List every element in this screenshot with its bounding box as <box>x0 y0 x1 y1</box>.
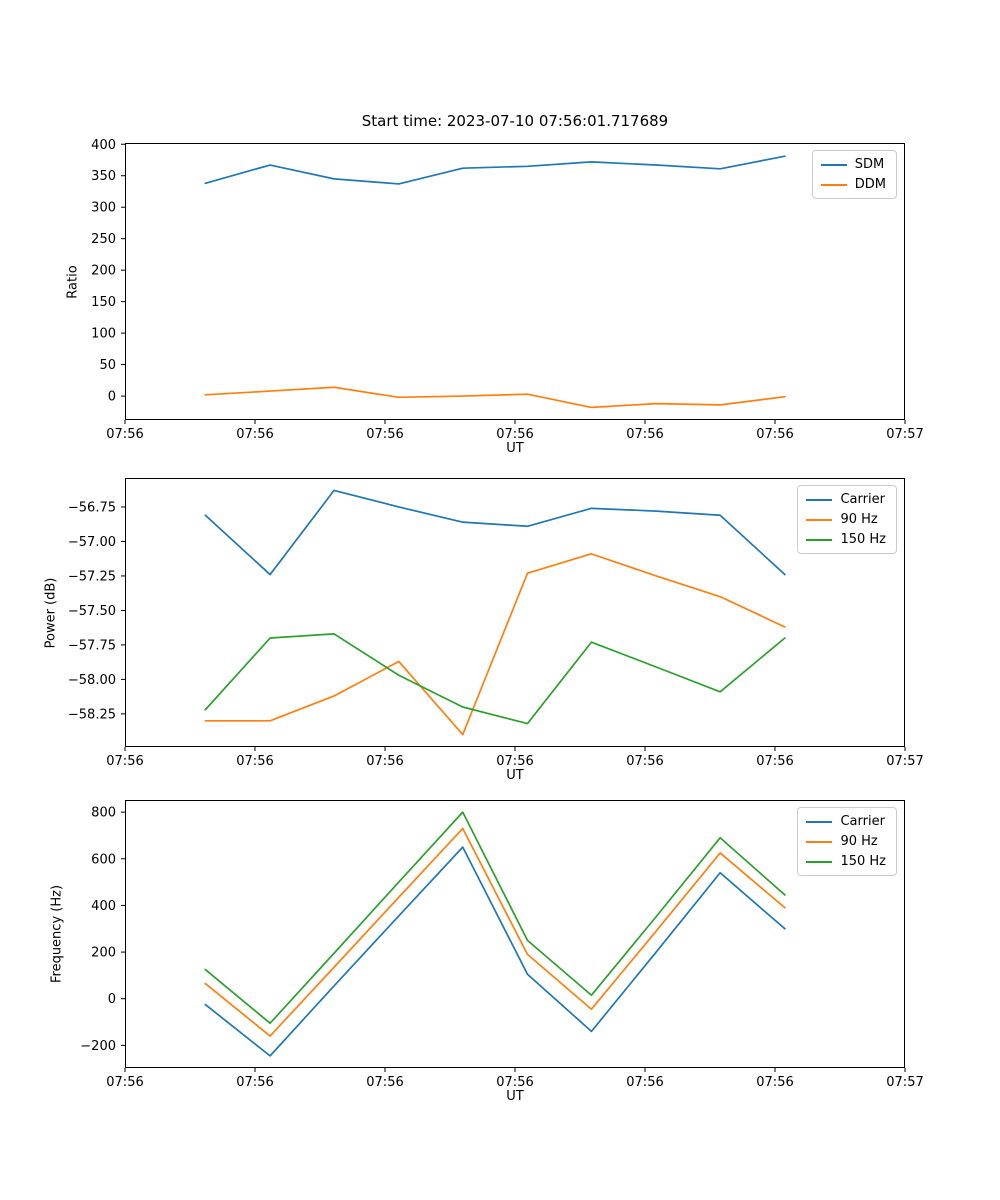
power-plot-area: 07:56 07:56 07:56 07:56 07:56 07:56 07:57 −58.2… <box>68 478 924 769</box>
y-tick-label: −56.75 <box>68 500 116 515</box>
frequency-chart: 07:56 07:56 07:56 07:56 07:56 07:56 07:57 −200 0… <box>50 800 924 1104</box>
y-tick-label: −200 <box>80 1039 116 1054</box>
series-line-carrier <box>204 489 786 576</box>
series-line-90-hz <box>204 827 786 1037</box>
legend-item-sdm: SDM <box>820 157 886 172</box>
power-legend: Carrier 90 Hz 150 Hz <box>797 485 897 554</box>
y-tick-label: 350 <box>91 169 116 184</box>
x-tick-label: 07:57 <box>886 1075 923 1090</box>
figure-title: Start time: 2023-07-10 07:56:01.717689 <box>361 112 669 130</box>
power-x-axis-label: UT <box>506 768 524 783</box>
legend-item-150-hz: 150 Hz <box>806 854 886 869</box>
x-tick-label: 07:56 <box>236 427 273 442</box>
x-tick-label: 07:56 <box>366 1075 403 1090</box>
legend-line-swatch <box>806 498 833 501</box>
y-tick-label: 200 <box>91 264 116 279</box>
ratio-plot-area: 07:56 07:56 07:56 07:56 07:56 07:56 07:57 0 50 10… <box>91 138 924 442</box>
legend-label: 90 Hz <box>840 512 878 527</box>
legend-line-swatch <box>820 183 847 186</box>
legend-line-swatch <box>820 163 847 166</box>
x-tick-label: 07:56 <box>496 754 533 769</box>
x-tick-label: 07:56 <box>626 427 663 442</box>
axes-frame <box>125 143 905 420</box>
series-line-carrier <box>204 846 786 1057</box>
legend-line-swatch <box>806 840 833 843</box>
ratio-chart: 07:56 07:56 07:56 07:56 07:56 07:56 07:57 0 50 10… <box>66 138 924 456</box>
y-tick-label: −58.25 <box>68 707 116 722</box>
ratio-y-axis-label: Ratio <box>65 264 81 299</box>
y-tick-label: 200 <box>91 946 116 961</box>
y-tick-label: 400 <box>91 899 116 914</box>
frequency-x-axis-label: UT <box>506 1089 524 1104</box>
y-tick-label: −57.00 <box>68 535 116 550</box>
x-tick-label: 07:56 <box>236 754 273 769</box>
x-tick-label: 07:56 <box>366 427 403 442</box>
legend-item-90-hz: 90 Hz <box>806 834 886 849</box>
legend-label: Carrier <box>840 814 885 829</box>
frequency-legend: Carrier 90 Hz 150 Hz <box>797 807 897 876</box>
y-tick-label: 600 <box>91 852 116 867</box>
y-tick-label: 100 <box>91 327 116 342</box>
legend-label: 90 Hz <box>840 834 878 849</box>
y-tick-label: 0 <box>108 390 116 405</box>
x-tick-label: 07:56 <box>366 754 403 769</box>
x-tick-label: 07:57 <box>886 427 923 442</box>
axes-frame <box>125 800 905 1068</box>
y-tick-label: −57.25 <box>68 569 116 584</box>
legend-line-swatch <box>806 860 833 863</box>
x-tick-label: 07:56 <box>106 1075 143 1090</box>
y-tick-label: 800 <box>91 806 116 821</box>
frequency-plot-area: 07:56 07:56 07:56 07:56 07:56 07:56 07:57 −200 0… <box>80 800 924 1090</box>
x-tick-label: 07:56 <box>236 1075 273 1090</box>
legend-label: DDM <box>854 177 886 192</box>
legend-label: Carrier <box>840 492 885 507</box>
y-tick-label: 400 <box>91 138 116 153</box>
y-tick-label: 250 <box>91 232 116 247</box>
series-line-sdm <box>204 155 786 185</box>
power-chart: 07:56 07:56 07:56 07:56 07:56 07:56 07:57 −58.2… <box>44 478 924 783</box>
x-tick-label: 07:56 <box>626 1075 663 1090</box>
x-tick-label: 07:56 <box>756 427 793 442</box>
frequency-y-axis-label: Frequency (Hz) <box>49 884 65 984</box>
legend-line-swatch <box>806 820 833 823</box>
ratio-x-axis-label: UT <box>506 441 524 456</box>
x-tick-label: 07:56 <box>496 1075 533 1090</box>
axes-frame <box>125 478 905 747</box>
legend-label: 150 Hz <box>840 532 886 547</box>
legend-item-ddm: DDM <box>820 177 886 192</box>
legend-item-90-hz: 90 Hz <box>806 512 886 527</box>
series-line-90-hz <box>204 553 786 736</box>
y-tick-label: 0 <box>108 992 116 1007</box>
power-y-axis-label: Power (dB) <box>43 577 59 648</box>
legend-line-swatch <box>806 518 833 521</box>
y-tick-label: −57.75 <box>68 638 116 653</box>
legend-label: 150 Hz <box>840 854 886 869</box>
legend-item-carrier: Carrier <box>806 814 886 829</box>
y-tick-label: −58.00 <box>68 673 116 688</box>
x-tick-label: 07:57 <box>886 754 923 769</box>
legend-item-carrier: Carrier <box>806 492 886 507</box>
x-tick-label: 07:56 <box>626 754 663 769</box>
y-tick-label: 150 <box>91 295 116 310</box>
y-tick-label: 300 <box>91 201 116 216</box>
series-line-150-hz <box>204 811 786 1025</box>
x-tick-label: 07:56 <box>106 754 143 769</box>
y-tick-label: −57.50 <box>68 604 116 619</box>
x-tick-label: 07:56 <box>756 754 793 769</box>
ratio-legend: SDM DDM <box>811 150 897 199</box>
legend-label: SDM <box>854 157 885 172</box>
series-line-150-hz <box>204 633 786 725</box>
x-tick-label: 07:56 <box>496 427 533 442</box>
y-tick-label: 50 <box>99 358 116 373</box>
series-line-ddm <box>204 386 786 409</box>
legend-line-swatch <box>806 538 833 541</box>
x-tick-label: 07:56 <box>756 1075 793 1090</box>
x-tick-label: 07:56 <box>106 427 143 442</box>
legend-item-150-hz: 150 Hz <box>806 532 886 547</box>
